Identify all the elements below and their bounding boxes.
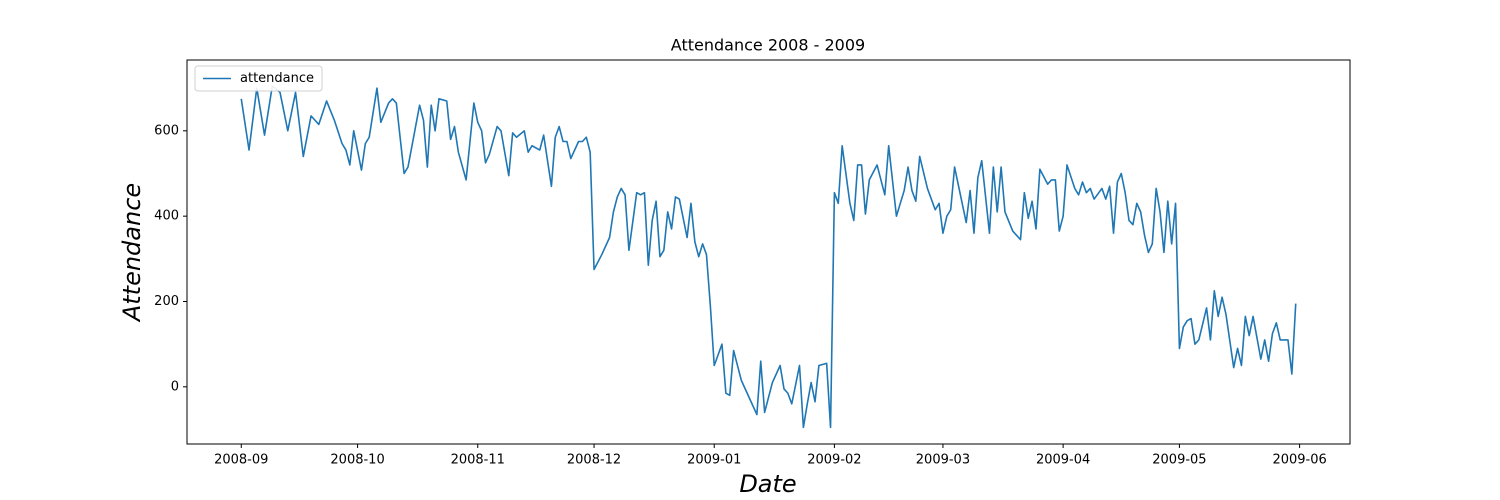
y-axis-label: Attendance: [118, 183, 146, 323]
x-tick-label: 2008-09: [214, 453, 268, 468]
data-line: [240, 85, 1297, 429]
legend-label: attendance: [240, 71, 314, 86]
y-tick-label: 200: [154, 294, 179, 309]
x-tick-label: 2009-06: [1272, 453, 1326, 468]
x-tick-label: 2009-04: [1036, 453, 1090, 468]
x-axis-label: Date: [739, 470, 796, 498]
x-tick-label: 2009-02: [807, 453, 861, 468]
plot-frame: [186, 59, 1351, 445]
x-tick-label: 2009-05: [1152, 453, 1206, 468]
x-tick-label: 2008-12: [567, 453, 621, 468]
x-tick-label: 2009-03: [916, 453, 970, 468]
x-tick-label: 2008-10: [330, 453, 384, 468]
x-tick-label: 2008-11: [451, 453, 505, 468]
y-tick-label: 400: [154, 209, 179, 224]
x-tick-label: 2009-01: [687, 453, 741, 468]
chart-title: Attendance 2008 - 2009: [671, 36, 865, 55]
y-tick-label: 600: [154, 123, 179, 138]
legend-box: [194, 65, 323, 92]
y-tick-label: 0: [171, 379, 179, 394]
